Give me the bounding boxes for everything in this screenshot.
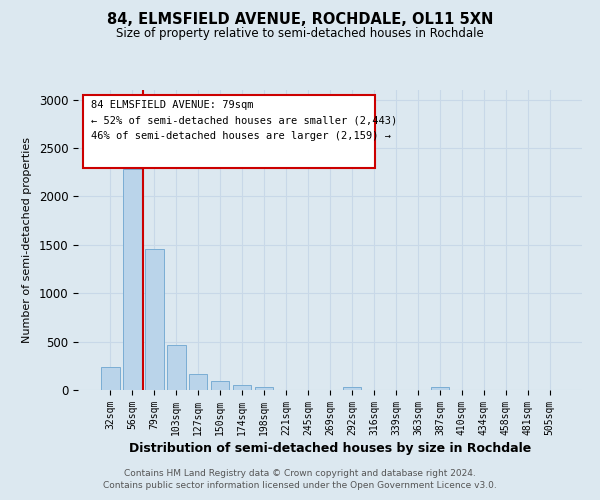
Bar bbox=[431, 388, 449, 390]
Bar bbox=[233, 384, 251, 390]
Bar bbox=[211, 381, 229, 390]
Bar bbox=[255, 387, 274, 390]
Bar bbox=[123, 170, 142, 390]
X-axis label: Distribution of semi-detached houses by size in Rochdale: Distribution of semi-detached houses by … bbox=[129, 442, 531, 455]
Y-axis label: Number of semi-detached properties: Number of semi-detached properties bbox=[22, 137, 32, 343]
Bar bbox=[101, 367, 119, 390]
Text: Contains HM Land Registry data © Crown copyright and database right 2024.: Contains HM Land Registry data © Crown c… bbox=[124, 468, 476, 477]
Bar bbox=[167, 346, 185, 390]
FancyBboxPatch shape bbox=[83, 94, 376, 168]
Text: Size of property relative to semi-detached houses in Rochdale: Size of property relative to semi-detach… bbox=[116, 28, 484, 40]
Text: 84, ELMSFIELD AVENUE, ROCHDALE, OL11 5XN: 84, ELMSFIELD AVENUE, ROCHDALE, OL11 5XN bbox=[107, 12, 493, 28]
Bar bbox=[343, 388, 361, 390]
Text: Contains public sector information licensed under the Open Government Licence v3: Contains public sector information licen… bbox=[103, 481, 497, 490]
Bar bbox=[145, 248, 164, 390]
Text: 84 ELMSFIELD AVENUE: 79sqm
← 52% of semi-detached houses are smaller (2,443)
46%: 84 ELMSFIELD AVENUE: 79sqm ← 52% of semi… bbox=[91, 100, 397, 141]
Bar bbox=[189, 374, 208, 390]
